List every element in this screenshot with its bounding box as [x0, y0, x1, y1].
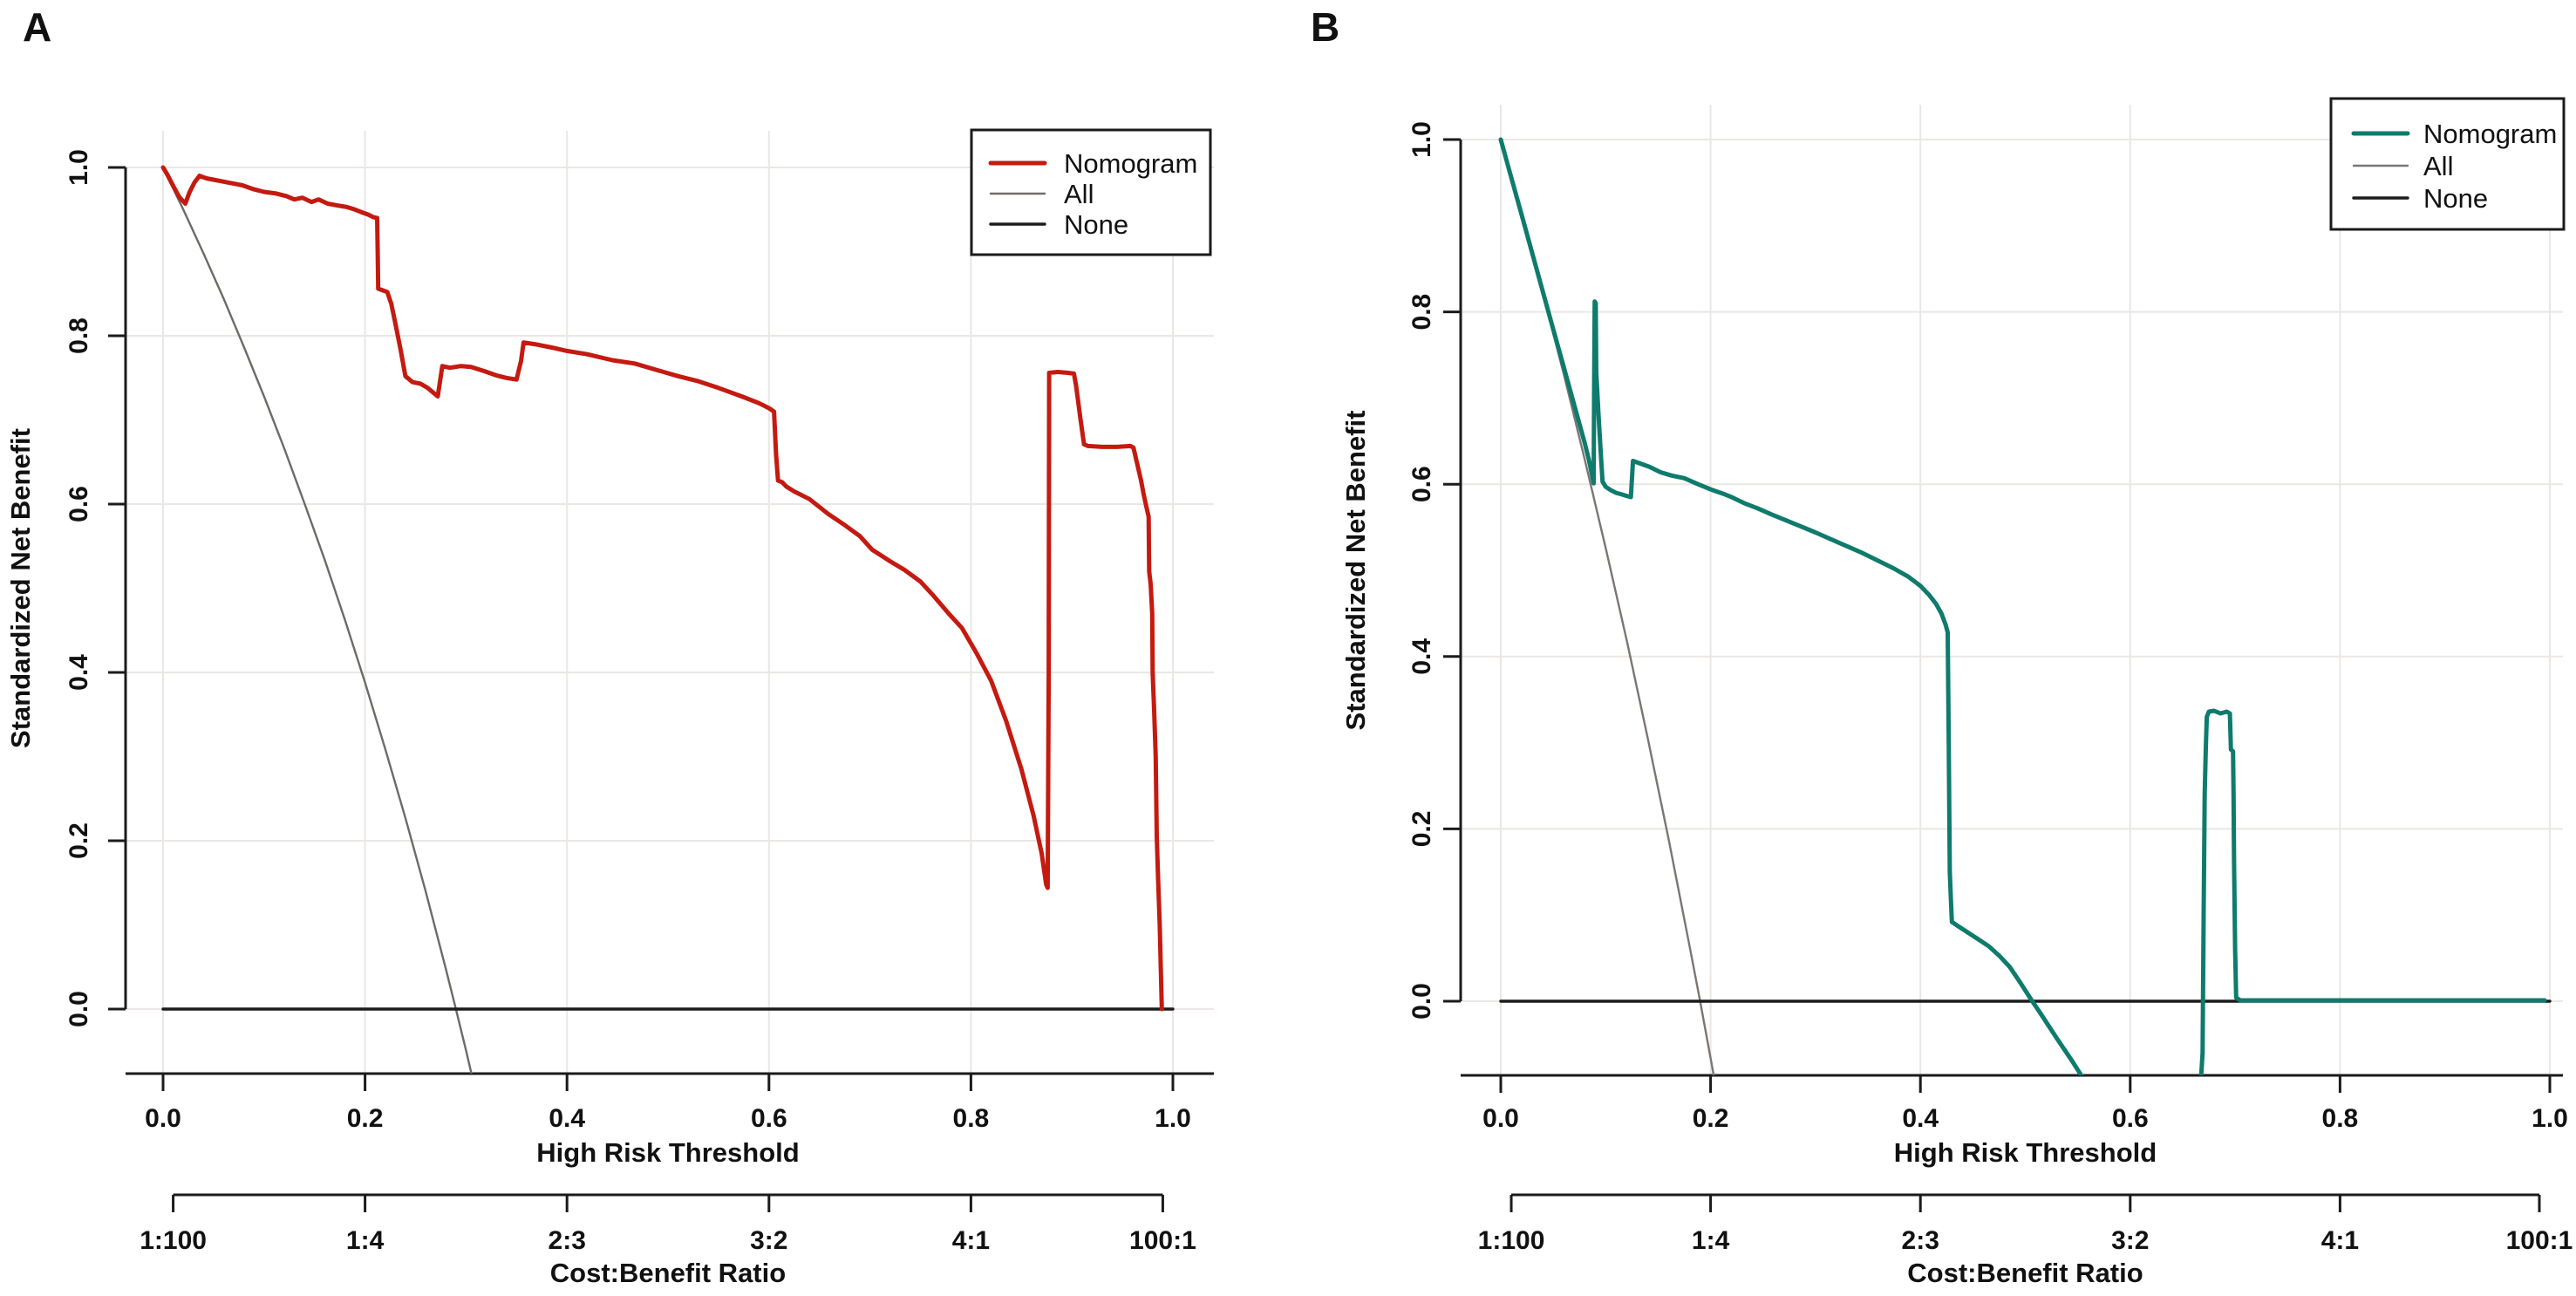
- x-tick-label: 1.0: [2532, 1104, 2568, 1133]
- panel-b-label: B: [1311, 4, 1340, 50]
- legend-label-all: All: [1064, 179, 1094, 209]
- legend-box: [970, 128, 1212, 256]
- x-tick-label: 0.6: [751, 1104, 787, 1133]
- y-tick-label: 0.2: [1407, 811, 1436, 848]
- y-tick-label: 0.0: [65, 991, 93, 1027]
- x-axis-title: High Risk Threshold: [1894, 1137, 2157, 1168]
- x-tick-label: 0.8: [953, 1104, 990, 1133]
- y-axis-title: Standardized Net Benefit: [1340, 411, 1371, 731]
- x-tick-label: 0.4: [1902, 1104, 1939, 1133]
- cost-benefit-tick-label: 4:1: [952, 1226, 990, 1255]
- y-tick-label: 1.0: [1407, 121, 1436, 158]
- y-tick-label: 0.8: [1407, 294, 1436, 331]
- legend-box: [2329, 97, 2566, 231]
- cost-benefit-axis-title: Cost:Benefit Ratio: [550, 1258, 786, 1288]
- cost-benefit-axis: 1:100 1:4 2:3 3:2 4:1 100:1 Cost:Benefit Ratio: [140, 1193, 1196, 1288]
- cost-benefit-tick-label: 3:2: [2111, 1226, 2149, 1255]
- x-tick-label: 0.6: [2112, 1104, 2149, 1133]
- legend-label-none: None: [2423, 183, 2488, 214]
- x-tick-label: 1.0: [1155, 1104, 1191, 1133]
- panel-a-label: A: [23, 4, 52, 50]
- x-tick-label: 0.2: [1693, 1104, 1729, 1133]
- gridlines: [126, 131, 1214, 1074]
- all-curve: [161, 166, 473, 1074]
- legend-label-nomogram: Nomogram: [2423, 119, 2557, 149]
- cost-benefit-tick-label: 100:1: [1129, 1226, 1196, 1255]
- plot-area: [160, 165, 1175, 1074]
- cost-benefit-tick-label: 2:3: [549, 1226, 586, 1255]
- y-tick-label: 0.0: [1407, 983, 1436, 1020]
- gridlines: [1461, 105, 2563, 1075]
- x-tick-label: 0.4: [549, 1104, 585, 1133]
- cost-benefit-tick-label: 1:100: [1478, 1226, 1545, 1255]
- y-axis-title: Standardized Net Benefit: [5, 428, 36, 748]
- legend-label-all: All: [2423, 151, 2453, 181]
- cost-benefit-tick-label: 3:2: [750, 1226, 787, 1255]
- x-tick-label: 0.2: [347, 1104, 384, 1133]
- nomogram-curve: [160, 165, 1164, 1012]
- cost-benefit-tick-label: 2:3: [1902, 1226, 1939, 1255]
- cost-benefit-tick-label: 100:1: [2506, 1226, 2573, 1255]
- panel-b: B 0.0 0.2 0.4 0.6 0.8 1.0 0.0 0.2 0.4 0.6 0.8 1.0 Hi…: [1288, 0, 2576, 1296]
- y-tick-label: 0.6: [1407, 466, 1436, 502]
- legend-label-nomogram: Nomogram: [1064, 148, 1197, 179]
- panel-a: A 0.0 0.2 0.4 0.6 0.8 1.0 0.0 0.2 0.4 0.6 0.8 1.0 Hi…: [5, 4, 1214, 1288]
- plot-area: [1498, 137, 2552, 1075]
- x-tick-label: 0.0: [145, 1104, 181, 1133]
- y-tick-label: 0.4: [1407, 638, 1436, 675]
- y-tick-label: 0.4: [65, 654, 93, 691]
- y-tick-label: 1.0: [65, 149, 93, 186]
- panel-b-plot: 0.0 0.2 0.4 0.6 0.8 1.0 0.0 0.2 0.4 0.6 0.8 1.0 High…: [1340, 97, 2573, 1288]
- x-axis-title: High Risk Threshold: [536, 1137, 799, 1168]
- y-tick-label: 0.2: [65, 822, 93, 859]
- y-tick-label: 0.8: [65, 317, 93, 354]
- all-curve: [1499, 138, 1715, 1075]
- cost-benefit-tick-label: 4:1: [2321, 1226, 2359, 1255]
- legend-label-none: None: [1064, 209, 1128, 240]
- y-tick-label: 0.6: [65, 486, 93, 522]
- x-tick-label: 0.0: [1482, 1104, 1519, 1133]
- cost-benefit-axis: 1:100 1:4 2:3 3:2 4:1 100:1 Cost:Benefit Ratio: [1478, 1193, 2573, 1288]
- panel-a-plot: 0.0 0.2 0.4 0.6 0.8 1.0 0.0 0.2 0.4 0.6 0.8 1.0 High…: [5, 128, 1214, 1288]
- nomogram-curve: [1498, 137, 2547, 1075]
- cost-benefit-tick-label: 1:100: [140, 1226, 207, 1255]
- cost-benefit-tick-label: 1:4: [346, 1226, 385, 1255]
- x-tick-label: 0.8: [2322, 1104, 2359, 1133]
- cost-benefit-tick-label: 1:4: [1692, 1226, 1730, 1255]
- cost-benefit-axis-title: Cost:Benefit Ratio: [1907, 1258, 2143, 1288]
